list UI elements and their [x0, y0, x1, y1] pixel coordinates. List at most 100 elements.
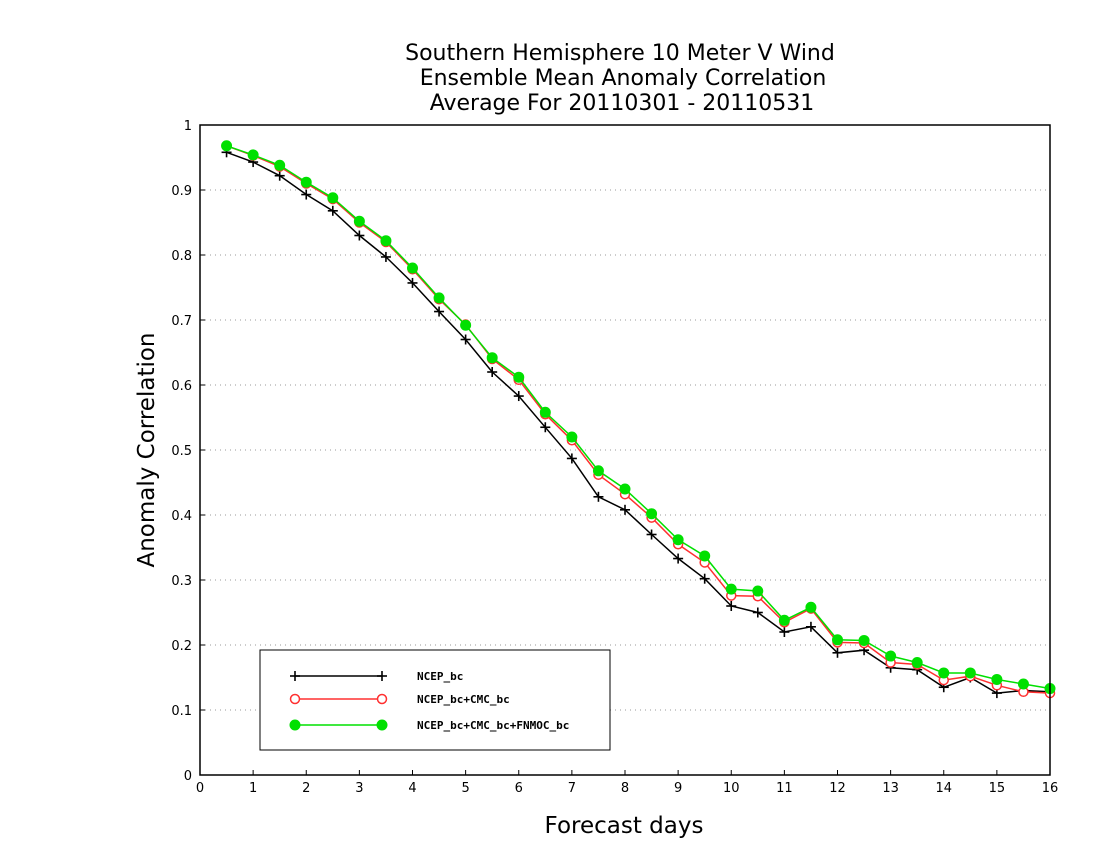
- series-2-point-2: [274, 159, 286, 171]
- series-2-point-0: [221, 140, 233, 152]
- series-0-point-9: [460, 334, 471, 345]
- series-0-point-23: [832, 647, 843, 658]
- series-0-point-5: [354, 230, 365, 241]
- series-2-point-10: [486, 352, 498, 364]
- series-0-point-15: [620, 504, 630, 515]
- series-2-point-14: [592, 465, 604, 477]
- x-tick-label-13: 13: [882, 781, 899, 796]
- series-2-point-28: [964, 667, 976, 679]
- x-tick-label-4: 4: [408, 781, 416, 796]
- x-tick-label-10: 10: [723, 781, 740, 796]
- y-tick-label-2: 0.2: [171, 639, 192, 654]
- series-0-point-20: [752, 607, 763, 618]
- series-2-point-13: [566, 431, 578, 443]
- plot-area: [221, 140, 1056, 699]
- series-0-point-14: [593, 491, 604, 502]
- series-0: [221, 147, 1055, 699]
- series-0-point-2: [274, 170, 285, 181]
- x-axis-ticks: 0 1 2 3 4 5 6 7 8 9 10 11 12 13 14 15 16: [196, 770, 1058, 796]
- legend: NCEP_bc NCEP_bc+CMC_bc NCEP_bc+CMC_bc+FNMO…: [259, 649, 611, 751]
- series-0-point-21: [779, 627, 790, 637]
- x-tick-label-7: 7: [568, 781, 576, 796]
- series-0-point-16: [646, 529, 657, 540]
- series-2-point-30: [1017, 678, 1029, 690]
- series-2: [221, 140, 1056, 695]
- series-0-point-22: [805, 621, 816, 632]
- x-tick-label-14: 14: [935, 781, 952, 796]
- series-0-point-6: [380, 251, 391, 262]
- series-2-point-15: [619, 483, 631, 495]
- legend-marker-end-1: [376, 693, 388, 705]
- x-tick-label-11: 11: [776, 781, 793, 796]
- series-0-point-3: [301, 189, 312, 200]
- x-tick-label-0: 0: [196, 781, 204, 796]
- title-line-3: Average For 20110301 - 20110531: [430, 91, 815, 116]
- y-tick-label-1: 0.1: [171, 704, 192, 719]
- series-2-point-25: [885, 650, 897, 662]
- series-2-point-23: [832, 634, 843, 646]
- legend-label-1: NCEP_bc+CMC_bc: [417, 693, 510, 706]
- y-axis-title: Anomaly Correlation: [134, 332, 160, 567]
- series-0-point-19: [726, 601, 737, 611]
- legend-marker-start-0: [290, 671, 300, 681]
- series-line-0: [226, 151, 1051, 694]
- series-2-point-8: [433, 292, 445, 304]
- gridlines: [200, 189, 1050, 711]
- series-0-point-11: [513, 391, 524, 402]
- y-tick-label-10: 1: [184, 119, 192, 134]
- series-2-point-6: [380, 235, 392, 247]
- legend-marker-end-0: [377, 671, 387, 681]
- series-2-point-3: [300, 176, 312, 188]
- x-tick-label-2: 2: [302, 781, 310, 796]
- y-axis-ticks: 0 0.1 0.2 0.3 0.4 0.5 0.6 0.7 0.8 0.9 1: [171, 119, 205, 784]
- series-2-point-9: [460, 319, 472, 331]
- x-tick-label-5: 5: [461, 781, 469, 796]
- legend-marker-start-1: [289, 693, 301, 705]
- series-2-point-16: [646, 508, 658, 520]
- y-tick-label-6: 0.6: [171, 379, 192, 394]
- x-tick-label-15: 15: [989, 781, 1006, 796]
- legend-label-2: NCEP_bc+CMC_bc+FNMOC_bc: [417, 719, 569, 732]
- x-tick-label-6: 6: [515, 781, 523, 796]
- x-tick-label-9: 9: [674, 781, 682, 796]
- series-2-point-19: [725, 583, 737, 595]
- series-0-point-10: [487, 367, 498, 377]
- legend-box: [259, 649, 611, 751]
- series-0-point-7: [407, 277, 418, 288]
- y-tick-label-5: 0.5: [171, 444, 192, 459]
- series-2-point-20: [752, 585, 764, 597]
- series-0-point-4: [327, 205, 338, 216]
- series-2-point-17: [672, 534, 684, 546]
- x-tick-label-12: 12: [829, 781, 846, 796]
- series-2-point-27: [938, 667, 950, 679]
- y-tick-label-3: 0.3: [171, 574, 192, 589]
- series-0-point-18: [699, 573, 710, 584]
- x-tick-label-3: 3: [355, 781, 363, 796]
- y-tick-label-0: 0: [184, 769, 192, 784]
- series-2-point-7: [407, 262, 418, 274]
- series-2-point-18: [699, 550, 711, 562]
- series-0-point-13: [566, 453, 577, 464]
- series-2-point-22: [805, 601, 817, 613]
- legend-marker-end-2: [376, 719, 388, 731]
- series-2-point-21: [778, 614, 790, 626]
- series-2-point-11: [513, 371, 525, 383]
- legend-marker-start-2: [289, 719, 301, 731]
- series-2-point-5: [353, 215, 365, 227]
- title-line-2: Ensemble Mean Anomaly Correlation: [420, 66, 827, 91]
- series-0-point-17: [673, 553, 684, 564]
- x-tick-label-1: 1: [249, 781, 257, 796]
- y-tick-label-4: 0.4: [171, 509, 192, 524]
- series-2-point-26: [911, 657, 923, 669]
- x-tick-label-16: 16: [1042, 781, 1059, 796]
- legend-label-0: NCEP_bc: [417, 670, 463, 683]
- x-tick-label-8: 8: [621, 781, 629, 796]
- chart-title: Southern Hemisphere 10 Meter V Wind Ense…: [405, 41, 835, 116]
- series-0-point-8: [434, 306, 445, 317]
- series-2-point-12: [539, 406, 551, 418]
- series-2-point-4: [327, 192, 339, 204]
- title-line-1: Southern Hemisphere 10 Meter V Wind: [405, 41, 835, 66]
- y-tick-label-8: 0.8: [171, 249, 192, 264]
- series-0-point-12: [540, 422, 551, 433]
